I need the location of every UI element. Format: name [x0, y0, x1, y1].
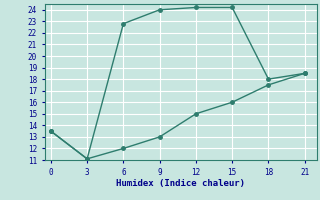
X-axis label: Humidex (Indice chaleur): Humidex (Indice chaleur) [116, 179, 245, 188]
